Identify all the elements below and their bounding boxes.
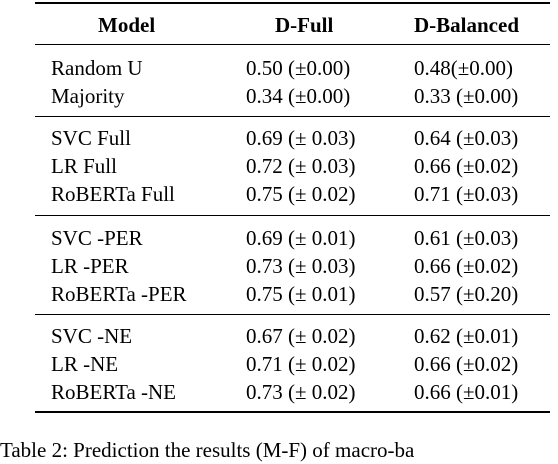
table-row: RoBERTa -PER 0.75 (± 0.01) 0.57 (±0.20) — [35, 280, 550, 308]
table-row: Majority 0.34 (±0.00) 0.33 (±0.00) — [35, 82, 550, 110]
cell-d-balanced: 0.66 (±0.02) — [414, 352, 519, 376]
cell-d-full: 0.75 (± 0.01) — [246, 282, 356, 306]
cell-d-full: 0.34 (±0.00) — [246, 84, 351, 108]
cell-d-balanced: 0.62 (±0.01) — [414, 324, 519, 348]
cell-model: SVC -PER — [51, 226, 143, 250]
cell-d-full: 0.75 (± 0.02) — [246, 182, 356, 206]
bottom-rule — [35, 411, 550, 413]
table-row: SVC Full 0.69 (± 0.03) 0.64 (±0.03) — [35, 124, 550, 152]
table-caption: Table 2: Prediction the results (M-F) of… — [0, 438, 415, 462]
cell-d-balanced: 0.66 (±0.02) — [414, 254, 519, 278]
table-row: RoBERTa -NE 0.73 (± 0.02) 0.66 (±0.01) — [35, 378, 550, 406]
table-row: RoBERTa Full 0.75 (± 0.02) 0.71 (±0.03) — [35, 180, 550, 208]
header-d-full: D-Full — [275, 13, 334, 37]
cell-d-full: 0.72 (± 0.03) — [246, 154, 356, 178]
header-rule — [35, 44, 550, 45]
header-model: Model — [98, 13, 156, 37]
table-row: LR -PER 0.73 (± 0.03) 0.66 (±0.02) — [35, 252, 550, 280]
top-rule — [35, 2, 550, 4]
cell-model: RoBERTa -NE — [51, 380, 177, 404]
cell-d-full: 0.71 (± 0.02) — [246, 352, 356, 376]
cell-d-full: 0.69 (± 0.01) — [246, 226, 356, 250]
cell-model: SVC -NE — [51, 324, 133, 348]
cell-d-full: 0.69 (± 0.03) — [246, 126, 356, 150]
cell-d-full: 0.50 (±0.00) — [246, 56, 351, 80]
group-divider — [35, 215, 550, 216]
table-header-row: Model D-Full D-Balanced — [35, 8, 550, 42]
cell-d-full: 0.73 (± 0.02) — [246, 380, 356, 404]
cell-d-balanced: 0.57 (±0.20) — [414, 282, 519, 306]
cell-d-balanced: 0.71 (±0.03) — [414, 182, 519, 206]
table-row: LR -NE 0.71 (± 0.02) 0.66 (±0.02) — [35, 350, 550, 378]
cell-model: SVC Full — [51, 126, 131, 150]
cell-d-balanced: 0.48(±0.00) — [414, 56, 514, 80]
cell-d-balanced: 0.33 (±0.00) — [414, 84, 519, 108]
group-divider — [35, 116, 550, 117]
cell-model: Majority — [51, 84, 125, 108]
cell-model: RoBERTa -PER — [51, 282, 187, 306]
cell-d-balanced: 0.66 (±0.02) — [414, 154, 519, 178]
cell-d-full: 0.67 (± 0.02) — [246, 324, 356, 348]
table-row: LR Full 0.72 (± 0.03) 0.66 (±0.02) — [35, 152, 550, 180]
cell-model: LR Full — [51, 154, 117, 178]
cell-model: RoBERTa Full — [51, 182, 175, 206]
table-row: SVC -NE 0.67 (± 0.02) 0.62 (±0.01) — [35, 322, 550, 350]
cell-model: LR -PER — [51, 254, 129, 278]
header-d-balanced: D-Balanced — [414, 13, 519, 37]
cell-d-balanced: 0.66 (±0.01) — [414, 380, 519, 404]
cell-model: LR -NE — [51, 352, 119, 376]
table-row: Random U 0.50 (±0.00) 0.48(±0.00) — [35, 54, 550, 82]
table-row: SVC -PER 0.69 (± 0.01) 0.61 (±0.03) — [35, 224, 550, 252]
group-divider — [35, 314, 550, 315]
cell-d-full: 0.73 (± 0.03) — [246, 254, 356, 278]
cell-d-balanced: 0.61 (±0.03) — [414, 226, 519, 250]
cell-d-balanced: 0.64 (±0.03) — [414, 126, 519, 150]
cell-model: Random U — [51, 56, 143, 80]
